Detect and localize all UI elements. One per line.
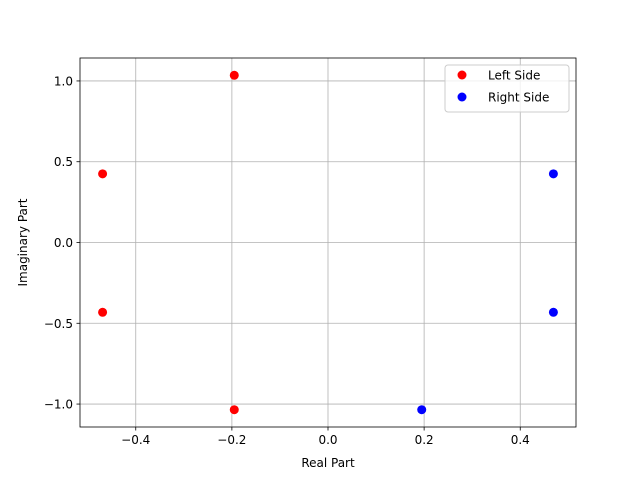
legend-marker [457, 70, 467, 80]
data-point-right-side [548, 169, 558, 179]
y-tick-label: 0.5 [54, 155, 73, 169]
data-points [98, 70, 558, 415]
data-point-left-side [229, 405, 239, 415]
legend-box [444, 64, 570, 113]
x-tick-label: −0.4 [121, 433, 150, 447]
y-tick-label: −0.5 [44, 317, 73, 331]
legend-label: Left Side [488, 69, 540, 83]
data-point-right-side [548, 307, 558, 317]
legend-label: Right Side [488, 91, 549, 105]
axis-ticks: −0.4 −0.2 0.0 0.2 0.4 −1.0 −0.5 0.0 0.5 1.0 [44, 74, 530, 447]
x-axis-label: Real Part [301, 456, 355, 470]
data-point-left-side [98, 307, 108, 317]
data-point-left-side [229, 70, 239, 80]
data-point-right-side [417, 405, 427, 415]
x-tick-label: 0.4 [511, 433, 530, 447]
x-tick-label: 0.2 [415, 433, 434, 447]
y-axis-label: Imaginary Part [16, 198, 30, 286]
data-point-left-side [98, 169, 108, 179]
x-tick-label: 0.0 [318, 433, 337, 447]
y-tick-label: −1.0 [44, 398, 73, 412]
legend: Left Side Right Side [444, 64, 570, 113]
y-tick-label: 1.0 [54, 74, 73, 88]
y-tick-label: 0.0 [54, 236, 73, 250]
legend-marker [457, 92, 467, 102]
x-tick-label: −0.2 [217, 433, 246, 447]
